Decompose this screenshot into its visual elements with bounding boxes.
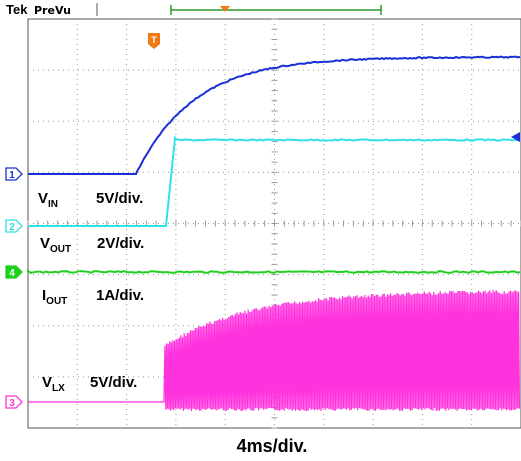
i-out-sub: OUT bbox=[46, 296, 67, 307]
v-lx-scale: 5V/div. bbox=[90, 374, 137, 391]
channel-4-marker: 4 bbox=[6, 266, 22, 279]
channel-3-marker: 3 bbox=[6, 396, 22, 409]
channel-2-marker: 2 bbox=[6, 220, 22, 233]
v-out-scale: 2V/div. bbox=[97, 235, 144, 252]
view-marker-icon bbox=[220, 6, 230, 12]
trigger-letter: T bbox=[151, 35, 157, 45]
channel-number: 1 bbox=[9, 170, 15, 181]
channel-number: 2 bbox=[9, 222, 15, 233]
time-scale-label: 4ms/div. bbox=[237, 436, 308, 456]
i-out-scale: 1A/div. bbox=[96, 287, 144, 304]
v-in-main: V bbox=[38, 190, 48, 207]
brand-label: Tek bbox=[6, 2, 28, 17]
channel-number: 4 bbox=[9, 268, 15, 279]
v-out-main: V bbox=[40, 235, 50, 252]
v-in-scale: 5V/div. bbox=[96, 190, 143, 207]
scope-header: Tek PreVu bbox=[6, 2, 381, 17]
v-lx-main: V bbox=[42, 374, 52, 391]
v-out-sub: OUT bbox=[50, 244, 71, 255]
channel-number: 3 bbox=[9, 398, 15, 409]
channel-markers: 1 2 4 3 bbox=[6, 168, 22, 409]
v-in-sub: IN bbox=[48, 199, 58, 210]
record-position-bar bbox=[171, 5, 381, 15]
channel-1-marker: 1 bbox=[6, 168, 22, 181]
mode-label: PreVu bbox=[34, 4, 71, 17]
v-lx-sub: LX bbox=[52, 383, 65, 394]
